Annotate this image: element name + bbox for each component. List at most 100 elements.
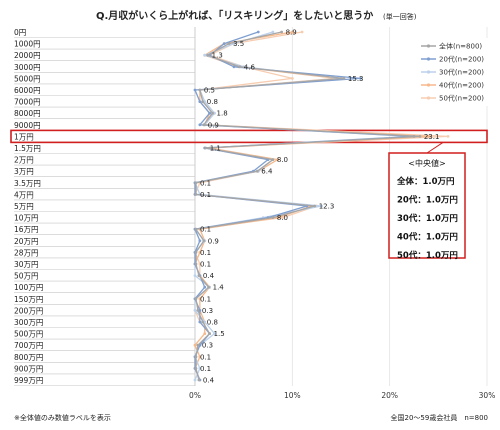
data-label: 8.9	[286, 29, 297, 37]
data-label: 1.4	[213, 284, 225, 292]
y-tick-label: 28万円	[14, 248, 39, 257]
legend-swatch-marker	[426, 44, 431, 48]
chart-title: Q.月収がいくら上がれば、「リスキリング」をしたいと思うか	[96, 9, 373, 22]
y-tick-label: 8000円	[14, 109, 41, 118]
data-labels: 8.9 3.5 1.3 4.6 15.3 0.5 0.8 1.8 0.9 23.1 1.1 8.0 6.…	[200, 29, 439, 385]
series-point	[198, 320, 202, 324]
y-tick-label: 800万円	[14, 353, 43, 362]
series-point	[198, 251, 202, 254]
y-tick-label: 700万円	[14, 341, 43, 350]
series-point	[194, 181, 198, 185]
callout-header: <中央値>	[408, 158, 445, 168]
legend: 全体(n=800) 20代(n=200) 30代(n=200) 40代(n=200) 5…	[418, 38, 494, 106]
category-row-lines	[10, 37, 488, 386]
legend-label: 30代(n=200)	[439, 68, 484, 77]
series-point	[193, 88, 197, 92]
series-point	[193, 343, 197, 347]
series-point	[281, 216, 284, 220]
data-label: 0.8	[207, 319, 218, 327]
series-point	[203, 320, 207, 324]
y-tick-label: 20万円	[14, 237, 39, 246]
y-tick-label: 1000円	[14, 40, 41, 49]
data-label: 0.1	[200, 365, 211, 373]
series-point	[208, 111, 212, 115]
series-point	[194, 251, 198, 254]
chart-subtitle: (単一回答)	[383, 12, 417, 21]
series-point	[238, 65, 242, 69]
series-point	[204, 146, 208, 150]
data-label: 12.3	[319, 203, 335, 211]
data-label: 0.1	[200, 353, 211, 361]
series-point	[208, 332, 212, 335]
legend-swatch-marker	[426, 57, 431, 61]
series-point	[198, 367, 202, 370]
series-point	[227, 42, 231, 45]
data-label: 0.1	[200, 249, 211, 257]
y-tick-label: 3.5万円	[14, 179, 41, 188]
series-point	[213, 111, 216, 115]
y-axis-labels: 0円 1000円 2000円 3000円 5000円 6000円 7000円 8000円 900…	[14, 28, 43, 385]
series-point	[256, 30, 260, 34]
y-tick-label: 1万円	[14, 132, 34, 141]
series-point	[271, 158, 275, 162]
x-tick-label: 20%	[381, 391, 398, 400]
series-point	[418, 135, 422, 138]
series-point	[194, 297, 198, 301]
data-label: 1.5	[214, 330, 225, 338]
series-point	[198, 297, 202, 301]
series-point	[202, 123, 206, 127]
data-label: 0.8	[207, 98, 218, 106]
y-tick-label: 2000円	[14, 51, 41, 60]
series-point	[280, 30, 284, 34]
y-tick-label: 50万円	[14, 272, 39, 281]
series-point	[271, 216, 275, 220]
series-point	[198, 355, 202, 359]
series-point	[194, 355, 198, 359]
series-point	[313, 204, 317, 208]
series-point	[446, 135, 450, 138]
footnote-right: 全国20～59歳会社員 n=800	[391, 413, 488, 422]
legend-swatch-marker	[426, 83, 431, 87]
data-label: 0.3	[202, 307, 213, 315]
data-label: 1.1	[210, 145, 221, 153]
series-point	[203, 53, 207, 57]
series-point	[203, 285, 207, 289]
y-tick-label: 10万円	[14, 214, 39, 223]
series-point	[198, 123, 202, 127]
series-point	[194, 227, 198, 231]
data-label: 0.1	[200, 295, 211, 303]
y-tick-label: 999万円	[14, 376, 43, 385]
series-point	[196, 343, 200, 347]
y-tick-label: 16万円	[14, 225, 39, 234]
series-point	[359, 77, 362, 80]
data-label: 0.1	[200, 226, 211, 234]
y-tick-label: 3万円	[14, 167, 34, 176]
series-point	[320, 204, 323, 208]
data-label: 0.1	[200, 179, 211, 187]
series-point	[222, 42, 226, 45]
series-point	[427, 135, 430, 138]
series-point	[201, 100, 205, 103]
series-point	[211, 111, 214, 115]
series-point	[196, 309, 200, 312]
y-tick-label: 5000円	[14, 74, 41, 83]
data-label: 0.9	[208, 121, 219, 129]
series-point	[213, 332, 216, 335]
x-tick-label: 30%	[479, 391, 496, 400]
legend-label: 20代(n=200)	[439, 55, 484, 64]
x-tick-label: 0%	[189, 391, 201, 400]
series-point	[290, 77, 294, 80]
series-point	[198, 309, 202, 312]
series-point	[271, 30, 275, 34]
series-point	[193, 309, 197, 312]
series-point	[232, 65, 236, 69]
data-label: 1.8	[217, 110, 228, 118]
data-label: 0.3	[202, 342, 213, 350]
data-label: 4.6	[244, 63, 256, 71]
series-line	[194, 31, 415, 381]
y-tick-label: 4万円	[14, 190, 34, 199]
legend-label: 全体(n=800)	[439, 42, 482, 51]
series-point	[197, 274, 201, 277]
series-point	[255, 169, 259, 173]
